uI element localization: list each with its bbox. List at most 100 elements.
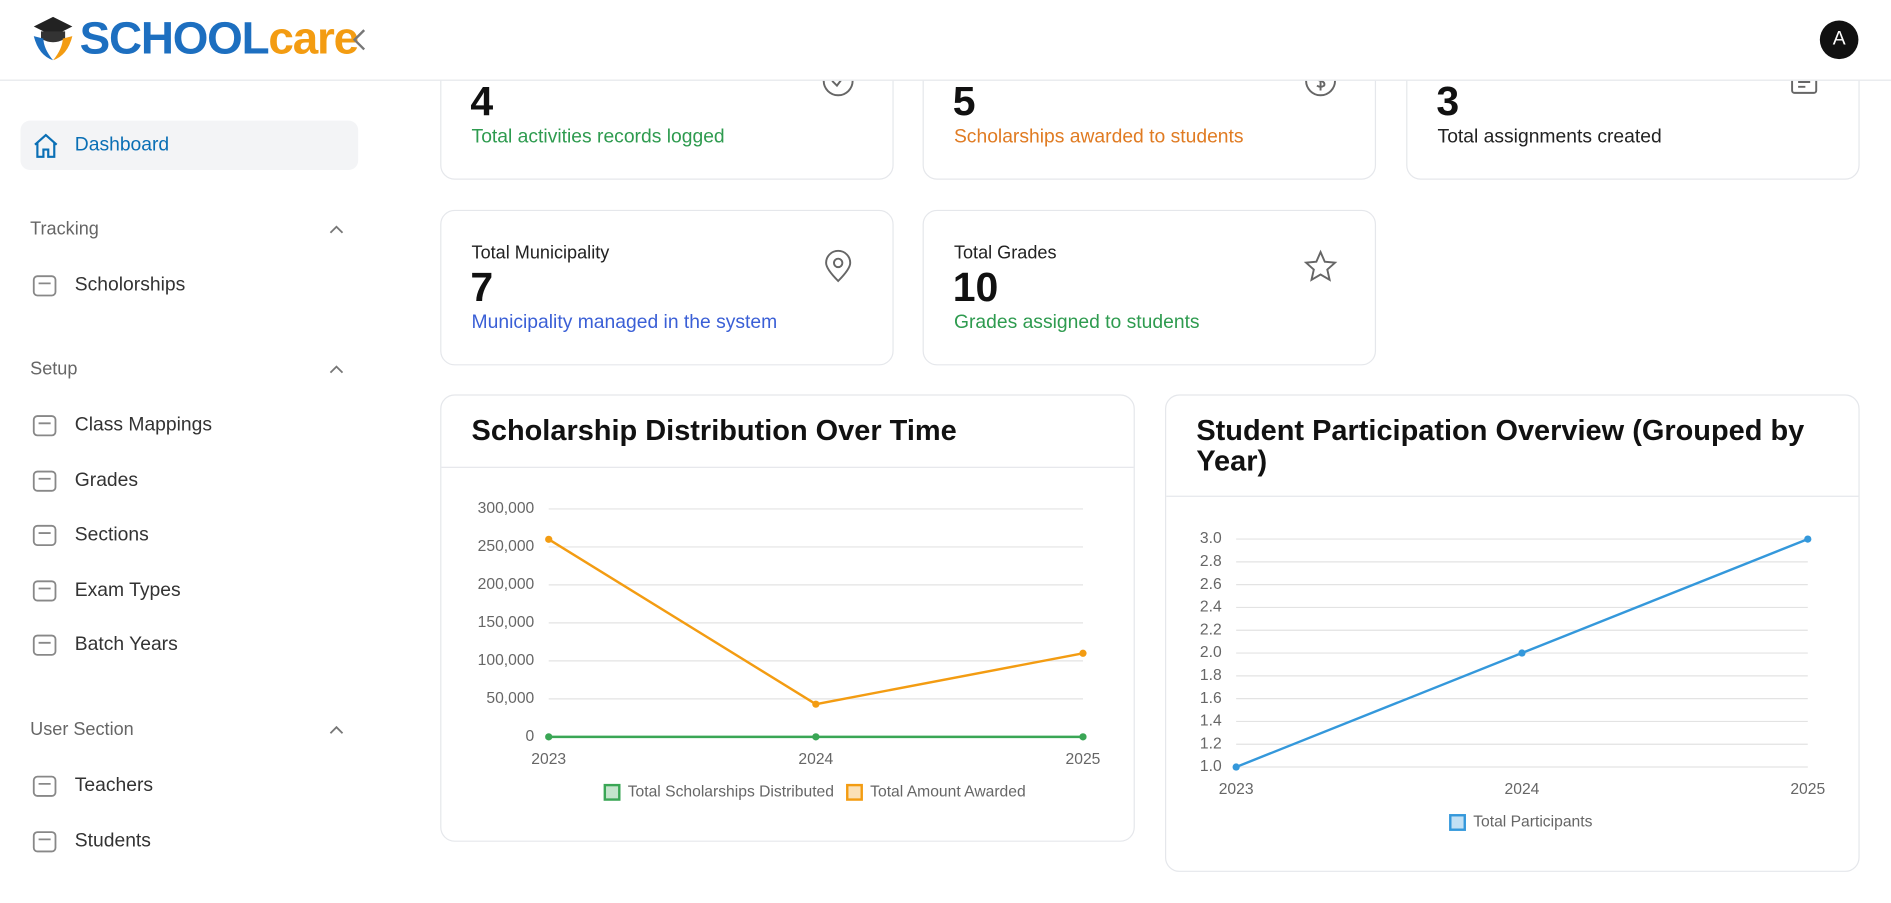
chevron <box>329 725 344 734</box>
data-point <box>545 535 553 543</box>
card-value: 4 <box>470 78 494 125</box>
nav-item[interactable]: Class Mappings <box>21 402 359 450</box>
y-tick-label: 1.6 <box>1200 690 1222 707</box>
legend-label: Total Amount Awarded <box>870 783 1026 800</box>
nav-label: Scholorships <box>74 274 186 296</box>
legend-swatch <box>603 783 621 801</box>
card-description: Total activities records logged <box>471 126 725 148</box>
icon-shape <box>32 470 57 492</box>
chart: 0 50,000 100,000 150,000 200,000 250,000 300,0… <box>478 500 1101 801</box>
y-tick-label: 0 <box>526 728 535 745</box>
chart-card: Student Participation Overview (Grouped … <box>1164 394 1860 872</box>
icon-shape <box>32 635 57 657</box>
nav-icon <box>32 830 57 852</box>
card-value: 10 <box>952 264 999 311</box>
nav-item[interactable]: Scholorships <box>21 262 359 310</box>
x-tick-label: 2024 <box>1505 781 1540 798</box>
divider <box>441 466 1134 468</box>
group-toggle[interactable] <box>328 223 345 235</box>
nav-label: Teachers <box>74 775 154 796</box>
y-tick-label: 100,000 <box>478 652 535 669</box>
nav-icon <box>32 415 57 437</box>
divider <box>1166 495 1859 497</box>
y-tick-label: 1.4 <box>1200 713 1222 730</box>
logo-icon <box>33 16 73 61</box>
y-tick-label: 1.8 <box>1200 667 1222 684</box>
card-description: Total assignments created <box>1437 126 1662 148</box>
nav-label: Students <box>74 830 151 851</box>
nav-label: Batch Years <box>74 634 178 656</box>
icon-shape <box>32 830 57 852</box>
nav-group-title: Tracking <box>30 218 99 240</box>
nav-icon <box>32 580 57 602</box>
icon-shape <box>832 257 844 269</box>
stat-card: Total Grades 10 Grades assigned to student… <box>922 209 1377 366</box>
icon-shape <box>1303 249 1338 282</box>
card-description: Municipality managed in the system <box>471 312 778 333</box>
nav-item[interactable]: Grades <box>21 457 359 505</box>
icon-shape <box>32 275 57 297</box>
card-value: 5 <box>952 78 976 125</box>
card-description: Scholarships awarded to students <box>953 126 1244 148</box>
chart-title: Scholarship Distribution Over Time <box>471 414 957 448</box>
nav-icon <box>32 525 57 547</box>
group-toggle[interactable] <box>328 363 345 375</box>
x-tick-label: 2023 <box>531 751 566 768</box>
nav-item[interactable]: Teachers <box>21 762 359 810</box>
nav-icon <box>32 635 57 657</box>
avatar[interactable]: A <box>1819 20 1859 60</box>
data-point <box>545 733 553 741</box>
collapse-button[interactable] <box>350 27 369 54</box>
nav-icon <box>32 275 57 297</box>
y-tick-label: 1.0 <box>1200 758 1222 775</box>
legend: Total Scholarships Distributed Total Amou… <box>603 783 1026 801</box>
nav-item[interactable]: Exam Types <box>21 567 359 615</box>
nav-item[interactable]: Batch Years <box>21 622 359 670</box>
nav-icon <box>32 775 57 797</box>
data-point <box>1232 763 1240 771</box>
nav-active[interactable]: Dashboard <box>20 120 359 171</box>
y-tick-label: 200,000 <box>478 576 535 593</box>
sidebar: Dashboard Tracking Scholorships Setup Class… <box>0 81 386 903</box>
x-tick-label: 2023 <box>1219 781 1254 798</box>
data-point <box>1804 535 1812 543</box>
nav-item[interactable]: Sections <box>21 512 359 560</box>
icon-shape <box>32 415 57 437</box>
card-icon <box>825 249 852 283</box>
chevron <box>329 225 344 234</box>
y-tick-label: 2.6 <box>1200 576 1222 593</box>
nav-label: Grades <box>74 469 139 491</box>
y-tick-label: 2.8 <box>1200 553 1222 570</box>
chart: 1.0 1.2 1.4 1.6 1.8 2.0 2.2 2.4 2.6 2.8 3.0 2023 202… <box>1200 530 1825 831</box>
chart-card: Scholarship Distribution Over Time 0 50,00… <box>440 394 1135 842</box>
icon-shape <box>32 525 57 547</box>
y-tick-label: 150,000 <box>478 614 535 631</box>
y-tick-label: 250,000 <box>478 538 535 555</box>
card-value: 3 <box>1436 78 1460 125</box>
group-toggle[interactable] <box>328 724 345 736</box>
nav-item[interactable]: Students <box>21 817 359 865</box>
card-icon <box>1303 249 1338 282</box>
data-point <box>812 733 820 741</box>
icon-shape <box>32 580 57 602</box>
data-point <box>1079 649 1087 657</box>
nav-label: Exam Types <box>74 579 181 601</box>
data-point <box>1518 649 1526 657</box>
data-point <box>1079 733 1087 741</box>
card-title: Total Grades <box>953 243 1057 264</box>
card-title: Total Municipality <box>471 243 610 264</box>
y-tick-label: 2.4 <box>1200 599 1222 616</box>
top-bar: SCHOOLcare A <box>0 0 1891 81</box>
icon-shape <box>32 775 57 797</box>
data-point <box>812 700 820 708</box>
y-tick-label: 50,000 <box>486 690 534 707</box>
nav-icon <box>32 470 57 492</box>
nav-label: Class Mappings <box>74 414 213 436</box>
logo-primary: SCHOOL <box>79 13 270 65</box>
legend-swatch <box>846 783 863 801</box>
nav-label: Dashboard <box>74 135 170 156</box>
logo-secondary: care <box>268 13 359 65</box>
legend-label: Total Participants <box>1473 814 1592 831</box>
